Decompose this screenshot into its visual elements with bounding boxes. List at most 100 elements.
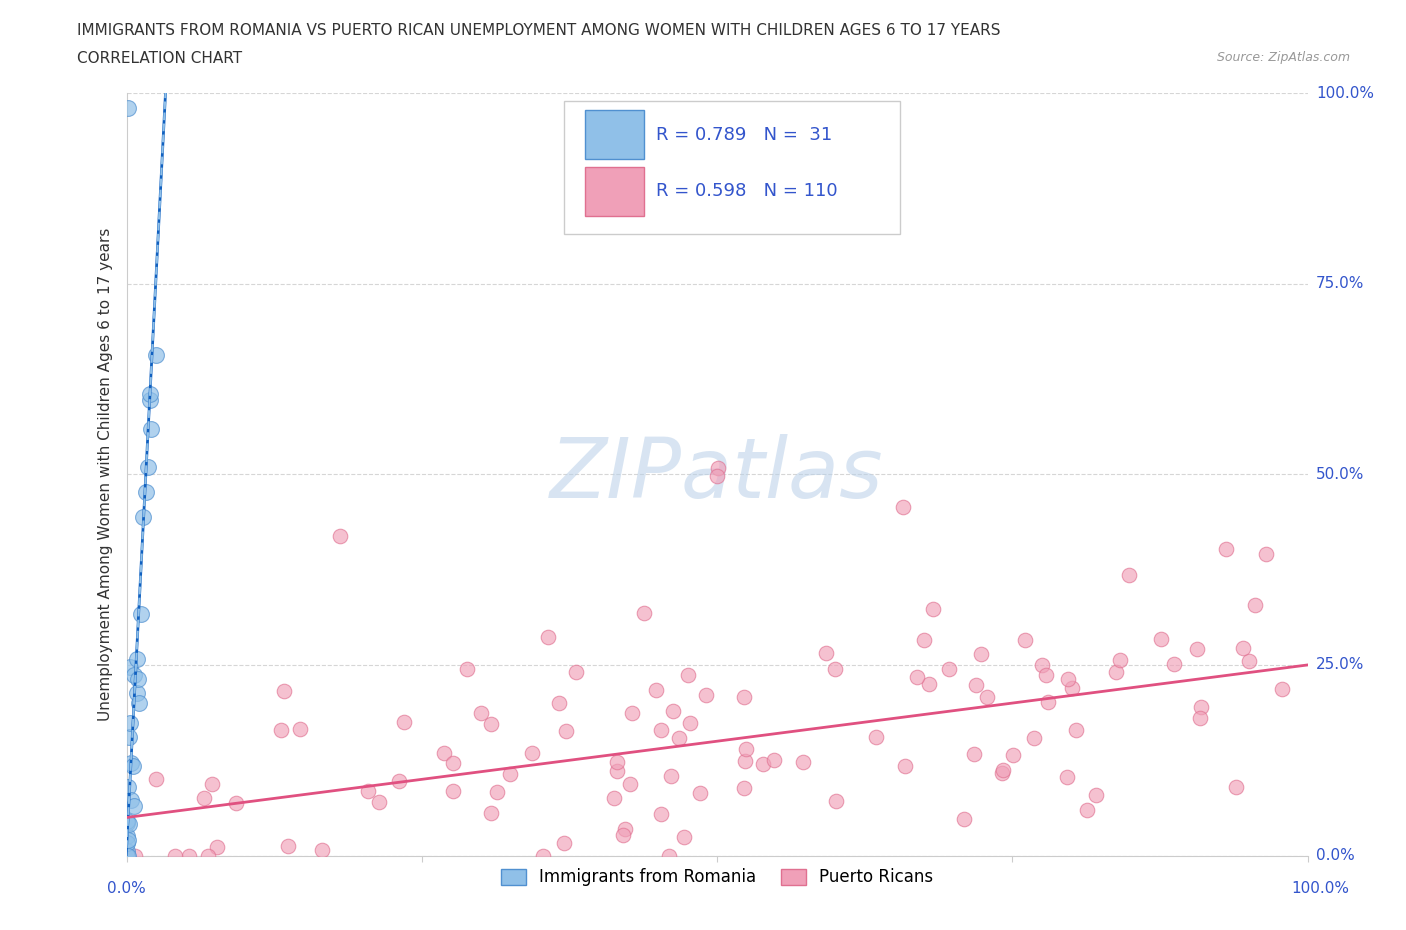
Point xyxy=(270,723,292,737)
Point xyxy=(612,828,634,843)
Point xyxy=(1056,769,1078,784)
Point xyxy=(115,816,138,830)
Point xyxy=(387,774,409,789)
Point xyxy=(893,759,915,774)
Point xyxy=(290,722,312,737)
Point xyxy=(953,811,976,826)
Point xyxy=(441,755,464,770)
Point xyxy=(1036,695,1059,710)
Point xyxy=(1076,803,1098,817)
Point xyxy=(125,652,148,667)
Text: 25.0%: 25.0% xyxy=(1316,658,1364,672)
Point xyxy=(763,752,786,767)
Point xyxy=(117,779,139,794)
Point xyxy=(918,677,941,692)
Point xyxy=(619,777,641,791)
Point xyxy=(1150,631,1173,646)
Point xyxy=(115,844,138,858)
Point xyxy=(792,754,814,769)
Point xyxy=(1118,567,1140,582)
Point xyxy=(673,830,696,844)
Point xyxy=(1189,699,1212,714)
Point xyxy=(650,806,672,821)
Point xyxy=(367,795,389,810)
Point xyxy=(865,730,887,745)
Point xyxy=(432,745,454,760)
Point xyxy=(273,684,295,698)
Point xyxy=(533,848,555,863)
Text: R = 0.598   N = 110: R = 0.598 N = 110 xyxy=(655,182,837,200)
Point xyxy=(311,843,333,857)
Point xyxy=(606,755,628,770)
Point xyxy=(117,848,139,863)
Point xyxy=(225,795,247,810)
Point xyxy=(689,786,711,801)
Point xyxy=(1024,730,1046,745)
Point xyxy=(938,661,960,676)
FancyBboxPatch shape xyxy=(564,100,900,234)
Point xyxy=(163,848,186,863)
Point xyxy=(136,459,159,474)
Point xyxy=(976,690,998,705)
Point xyxy=(751,757,773,772)
Point xyxy=(122,799,145,814)
Point xyxy=(470,706,492,721)
Point xyxy=(734,754,756,769)
Point xyxy=(815,646,838,661)
Point xyxy=(118,659,141,674)
Point xyxy=(1256,547,1278,562)
Point xyxy=(127,685,149,700)
Point xyxy=(117,836,139,851)
Point xyxy=(522,746,544,761)
Point xyxy=(824,793,846,808)
Point xyxy=(139,392,162,407)
Point xyxy=(678,668,700,683)
Point xyxy=(145,347,167,362)
Point xyxy=(1035,668,1057,683)
Point xyxy=(606,764,628,778)
Point xyxy=(132,510,155,525)
Point xyxy=(658,848,681,863)
Point xyxy=(695,687,717,702)
Point xyxy=(394,714,416,729)
Point xyxy=(179,848,201,863)
Point xyxy=(139,421,162,436)
Point xyxy=(193,790,215,805)
Point xyxy=(1014,632,1036,647)
Point xyxy=(117,817,139,831)
Point xyxy=(118,730,141,745)
Point xyxy=(537,630,560,644)
Point xyxy=(547,696,569,711)
Point xyxy=(734,742,756,757)
Point xyxy=(456,661,478,676)
Point xyxy=(117,848,139,863)
Point xyxy=(659,769,682,784)
Point xyxy=(962,747,984,762)
Point xyxy=(1237,654,1260,669)
Y-axis label: Unemployment Among Women with Children Ages 6 to 17 years: Unemployment Among Women with Children A… xyxy=(98,228,114,721)
Point xyxy=(117,832,139,847)
Point xyxy=(117,100,139,115)
Point xyxy=(117,848,139,863)
Point xyxy=(620,706,643,721)
Text: Source: ZipAtlas.com: Source: ZipAtlas.com xyxy=(1216,51,1350,64)
Point xyxy=(553,835,575,850)
Point xyxy=(1001,747,1024,762)
Point xyxy=(122,667,145,682)
Point xyxy=(644,683,666,698)
Point xyxy=(555,724,578,738)
Point xyxy=(1163,657,1185,671)
Point xyxy=(129,606,152,621)
Point xyxy=(824,661,846,676)
Point xyxy=(124,848,146,863)
Point xyxy=(912,632,935,647)
Point xyxy=(357,783,380,798)
Point xyxy=(706,469,728,484)
Point xyxy=(486,784,509,799)
Point xyxy=(614,821,637,836)
FancyBboxPatch shape xyxy=(585,110,644,159)
Point xyxy=(1215,542,1237,557)
Point xyxy=(733,690,755,705)
Point xyxy=(965,678,987,693)
Text: R = 0.789   N =  31: R = 0.789 N = 31 xyxy=(655,126,832,143)
